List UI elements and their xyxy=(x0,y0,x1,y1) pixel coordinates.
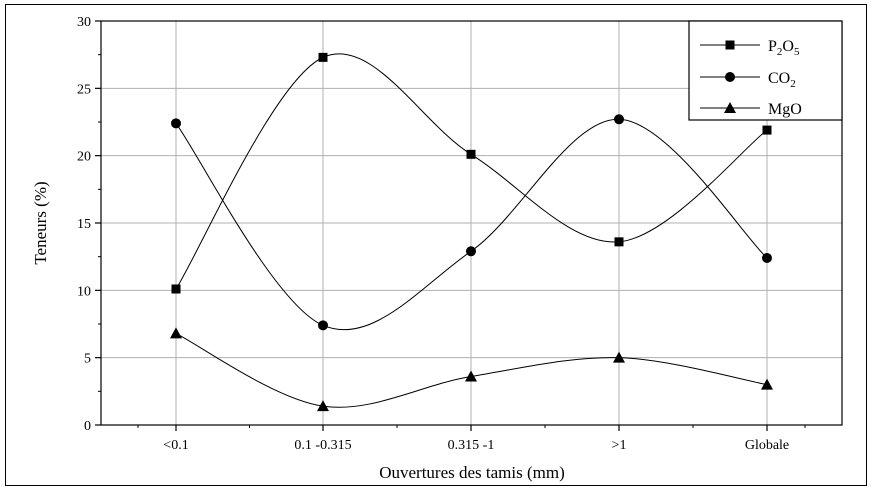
series-co2 xyxy=(171,114,772,331)
data-point-co2 xyxy=(318,320,328,331)
data-point-p2o5 xyxy=(466,149,476,159)
legend-item-mgo: MgO xyxy=(700,101,802,118)
data-point-co2 xyxy=(762,253,772,264)
legend-marker-mgo xyxy=(724,102,736,113)
data-point-p2o5 xyxy=(614,237,624,247)
y-tick-label: 0 xyxy=(84,419,91,434)
series-group xyxy=(170,52,773,412)
series-line-p2o5 xyxy=(175,53,768,290)
figure-frame xyxy=(5,4,867,486)
x-tick-label: >1 xyxy=(612,438,627,453)
legend-text-part: O xyxy=(782,38,794,55)
series-p2o5 xyxy=(171,52,772,294)
legend-item-co2: CO2 xyxy=(700,70,796,90)
y-tick-label: 15 xyxy=(77,217,91,232)
legend-marker-co2 xyxy=(725,72,735,82)
y-tick-label: 25 xyxy=(77,82,91,97)
data-point-co2 xyxy=(614,114,624,125)
legend-subscript: 5 xyxy=(794,46,800,58)
data-point-mgo xyxy=(170,327,182,339)
x-axis-title: Ouvertures des tamis (mm) xyxy=(379,463,565,482)
legend-label-p2o5: P2O5 xyxy=(768,38,800,58)
legend-label-mgo: MgO xyxy=(768,101,802,118)
legend-subscript: 2 xyxy=(790,78,796,90)
legend-text-part: CO xyxy=(768,70,790,87)
data-point-p2o5 xyxy=(318,52,328,62)
legend-text-part: P xyxy=(768,38,777,55)
y-tick-label: 20 xyxy=(77,150,91,165)
x-tick-label: Globale xyxy=(745,438,789,453)
x-tick-label: <0.1 xyxy=(163,438,188,453)
series-mgo xyxy=(170,327,773,412)
data-point-co2 xyxy=(171,118,181,129)
y-tick-label: 30 xyxy=(77,15,91,30)
y-axis-ticks: 0 5 10 15 20 25 30 xyxy=(77,15,101,434)
legend-label-co2: CO2 xyxy=(768,70,796,90)
legend-item-p2o5: P2O5 xyxy=(700,38,800,58)
data-point-p2o5 xyxy=(171,284,181,294)
data-point-mgo xyxy=(613,351,625,363)
data-point-mgo xyxy=(465,370,477,382)
x-axis-ticks: <0.1 0.1 -0.315 0.315 -1 >1 Globale xyxy=(137,425,806,453)
data-point-co2 xyxy=(466,246,476,257)
data-point-mgo xyxy=(761,378,773,390)
y-tick-label: 5 xyxy=(84,352,91,367)
legend-marker-p2o5 xyxy=(725,40,735,50)
legend-subscript: 2 xyxy=(777,46,783,58)
data-point-mgo xyxy=(317,400,329,412)
legend-text-part: MgO xyxy=(768,101,802,118)
x-tick-label: 0.1 -0.315 xyxy=(294,438,351,453)
x-tick-label: 0.315 -1 xyxy=(448,438,495,453)
legend-box xyxy=(688,20,843,121)
data-point-p2o5 xyxy=(762,125,772,135)
y-tick-label: 10 xyxy=(77,284,91,299)
y-axis-title: Teneurs (%) xyxy=(31,181,50,264)
